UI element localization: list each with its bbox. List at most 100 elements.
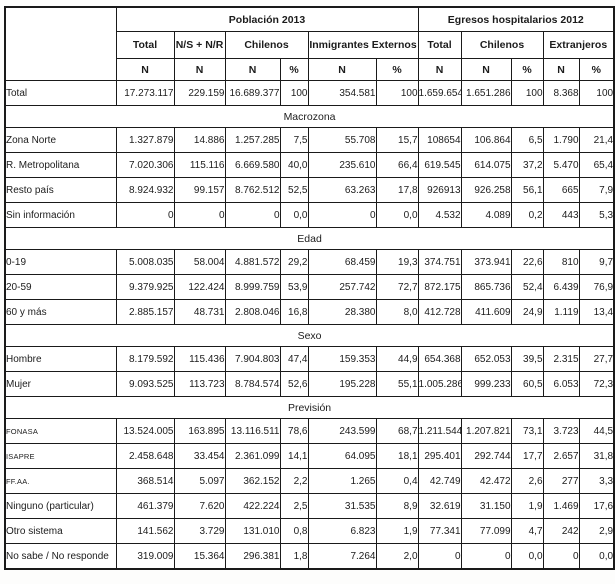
cell-value: 100 (510, 80, 544, 106)
cell-value: 106.864 (460, 127, 512, 153)
cell-value: 6,5 (510, 127, 544, 153)
row-label: 20-59 (4, 274, 117, 300)
col-header-extranjeros: Extranjeros (542, 31, 615, 59)
row-label: No sabe / No responde (4, 543, 117, 570)
cell-value: 2.458.648 (115, 443, 175, 469)
cell-value: 31,8 (578, 443, 615, 469)
cell-value: 7,5 (279, 127, 309, 153)
table-row: FF.AA. 368.514 5.097 362.152 2,2 1.265 0,4 42.7… (4, 468, 615, 494)
cell-value: 100 (578, 80, 615, 106)
cell-value: 0 (460, 543, 512, 570)
cell-value: 16,8 (279, 299, 309, 325)
unit-header: % (578, 58, 615, 81)
cell-value: 0 (224, 202, 281, 228)
cell-value: 872.175 (417, 274, 462, 300)
table-row: Mujer 9.093.525 113.723 8.784.574 52,6 195.22… (4, 371, 615, 397)
cell-value: 0 (542, 543, 580, 570)
cell-value: 1.207.821 (460, 418, 512, 444)
table-body: Total 17.273.117 229.159 16.689.377 100 354.5… (4, 80, 615, 570)
cell-value: 0 (307, 202, 377, 228)
column-group-row: Población 2013 Egresos hospitalarios 201… (4, 6, 615, 81)
cell-value: 1.257.285 (224, 127, 281, 153)
col-header-poblacion-total: Total (115, 31, 175, 59)
cell-value: 5.008.035 (115, 249, 175, 275)
table-row: FONASA 13.524.005 163.895 13.116.511 78,6 243… (4, 418, 615, 444)
cell-value: 5.097 (173, 468, 226, 494)
cell-value: 4.881.572 (224, 249, 281, 275)
cell-value: 0 (115, 202, 175, 228)
cell-value: 1.265 (307, 468, 377, 494)
column-header-row: Total N/S + N/R Chilenos Inmigrantes Ext… (5, 31, 615, 59)
cell-value: 52,5 (279, 177, 309, 203)
cell-value: 614.075 (460, 152, 512, 178)
cell-value: 65,4 (578, 152, 615, 178)
cell-value: 40,0 (279, 152, 309, 178)
cell-value: 77.099 (460, 518, 512, 544)
cell-value: 422.224 (224, 493, 281, 519)
table-row: Resto país 8.924.932 99.157 8.762.512 52,5 63… (4, 177, 615, 203)
cell-value: 31.150 (460, 493, 512, 519)
cell-value: 295.401 (417, 443, 462, 469)
cell-value: 368.514 (115, 468, 175, 494)
cell-value: 7.264 (307, 543, 377, 570)
table-row: 0-19 5.008.035 58.004 4.881.572 29,2 68.459 19… (4, 249, 615, 275)
unit-header: N (542, 58, 580, 81)
cell-value: 1.119 (542, 299, 580, 325)
cell-value: 8.368 (542, 80, 580, 106)
table-row: Sin información 0 0 0 0,0 0 0,0 4.532 4.089 0,2 44… (4, 202, 615, 228)
cell-value: 3,3 (578, 468, 615, 494)
unit-header: N (173, 58, 226, 81)
cell-value: 8,9 (375, 493, 419, 519)
cell-value: 27,7 (578, 346, 615, 372)
cell-value: 33.454 (173, 443, 226, 469)
table-row: ISAPRE 2.458.648 33.454 2.361.099 14,1 64.095… (4, 443, 615, 469)
unit-header: N (460, 58, 512, 81)
cell-value: 8.762.512 (224, 177, 281, 203)
cell-value: 243.599 (307, 418, 377, 444)
section-header-row: Sexo (4, 324, 615, 347)
cell-value: 13.524.005 (115, 418, 175, 444)
cell-value: 2,6 (510, 468, 544, 494)
unit-header: % (279, 58, 309, 81)
cell-value: 319.009 (115, 543, 175, 570)
cell-value: 1.651.286 (460, 80, 512, 106)
row-label: Total (4, 80, 117, 106)
cell-value: 926.258 (460, 177, 512, 203)
cell-value: 22,6 (510, 249, 544, 275)
cell-value: 72,3 (578, 371, 615, 397)
cell-value: 443 (542, 202, 580, 228)
cell-value: 13.116.511 (224, 418, 281, 444)
col-header-egresos-chilenos: Chilenos (460, 31, 544, 59)
cell-value: 99.157 (173, 177, 226, 203)
unit-header-row: N N N % N % N N % N % (5, 58, 615, 81)
cell-value: 0,8 (279, 518, 309, 544)
cell-value: 8.924.932 (115, 177, 175, 203)
cell-value: 374.751 (417, 249, 462, 275)
cell-value: 1.790 (542, 127, 580, 153)
cell-value: 999.233 (460, 371, 512, 397)
cell-value: 58.004 (173, 249, 226, 275)
cell-value: 8.179.592 (115, 346, 175, 372)
row-label: 0-19 (4, 249, 117, 275)
cell-value: 411.609 (460, 299, 512, 325)
cell-value: 66,4 (375, 152, 419, 178)
cell-value: 131.010 (224, 518, 281, 544)
cell-value: 1,9 (510, 493, 544, 519)
cell-value: 14,1 (279, 443, 309, 469)
cell-value: 354.581 (307, 80, 377, 106)
cell-value: 29,2 (279, 249, 309, 275)
cell-value: 7,9 (578, 177, 615, 203)
cell-value: 2,2 (279, 468, 309, 494)
cell-value: 0,0 (375, 202, 419, 228)
cell-value: 5,3 (578, 202, 615, 228)
cell-value: 865.736 (460, 274, 512, 300)
population-hospital-discharges-table: Población 2013 Egresos hospitalarios 201… (4, 6, 615, 570)
table-row: 20-59 9.379.925 122.424 8.999.759 53,9 257.74… (4, 274, 615, 300)
col-header-ns-nr: N/S + N/R (173, 31, 226, 59)
cell-value: 2,9 (578, 518, 615, 544)
cell-value: 163.895 (173, 418, 226, 444)
cell-value: 13,4 (578, 299, 615, 325)
cell-value: 56,1 (510, 177, 544, 203)
cell-value: 15,7 (375, 127, 419, 153)
cell-value: 42.472 (460, 468, 512, 494)
